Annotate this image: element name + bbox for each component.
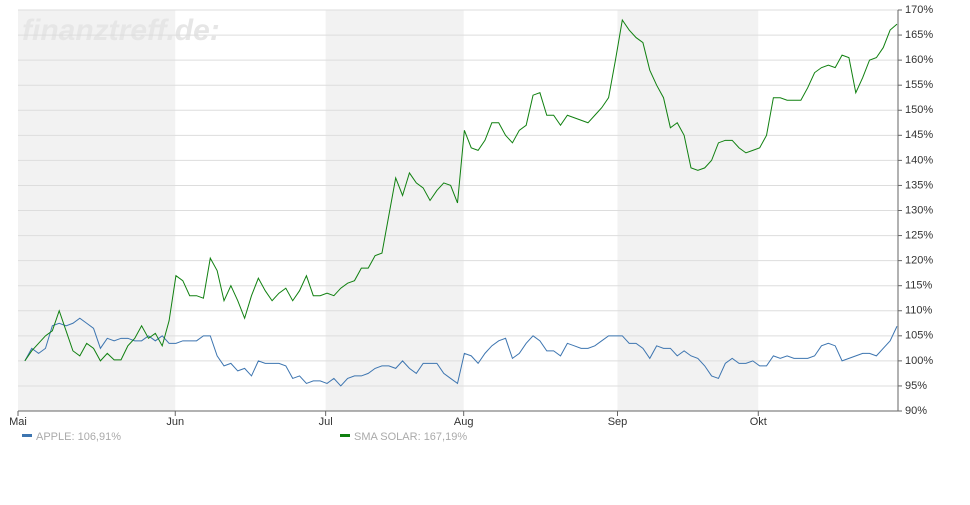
x-tick-label: Jun [166,416,184,428]
y-tick-label: 160% [905,54,933,66]
x-tick-label: Okt [750,416,767,428]
y-tick-label: 120% [905,255,933,267]
line [24,317,898,387]
legend-label: SMA SOLAR: 167,19% [354,431,467,443]
y-tick-label: 130% [905,204,933,216]
y-tick-label: 125% [905,229,933,241]
y-tick-label: 145% [905,129,933,141]
x-tick-label: Mai [9,416,27,428]
x-tick-label: Sep [608,416,628,428]
y-tick-label: 150% [905,104,933,116]
line [24,18,898,362]
y-tick-label: 135% [905,179,933,191]
y-tick-label: 140% [905,154,933,166]
x-tick-label: Aug [454,416,474,428]
legend-swatch [340,434,350,437]
y-tick-label: 165% [905,29,933,41]
y-tick-label: 95% [905,380,927,392]
watermark: finanztreff.de: [22,14,220,47]
legend-label: APPLE: 106,91% [36,431,121,443]
y-tick-label: 170% [905,4,933,16]
y-tick-label: 155% [905,79,933,91]
y-tick-label: 115% [905,280,933,292]
y-tick-label: 100% [905,355,933,367]
y-tick-label: 90% [905,405,927,417]
y-tick-label: 110% [905,305,933,317]
x-tick-label: Jul [319,416,333,428]
y-tick-label: 105% [905,330,933,342]
legend-swatch [22,434,32,437]
